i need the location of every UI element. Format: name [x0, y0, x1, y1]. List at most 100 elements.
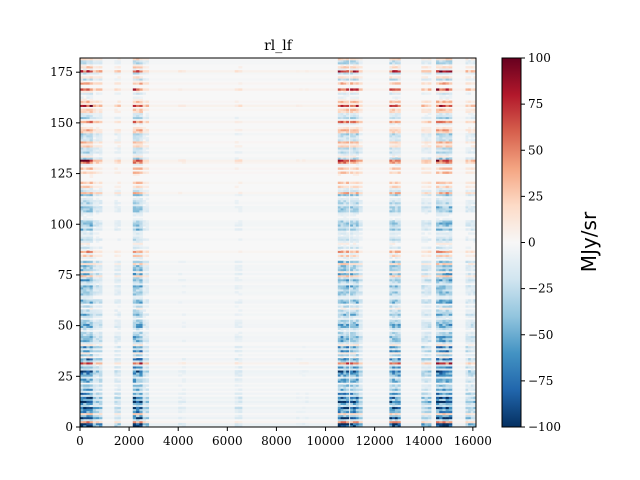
heatmap-cell: [238, 285, 243, 288]
heatmap-row-texture: [80, 285, 476, 288]
heatmap-cell: [445, 311, 450, 314]
heatmap-cell: [445, 331, 450, 335]
heatmap-cell: [343, 185, 347, 189]
heatmap-cell: [132, 392, 137, 395]
heatmap-cell: [346, 137, 350, 140]
heatmap-cell: [98, 104, 103, 107]
heatmap-cell: [350, 100, 354, 103]
heatmap-cell: [136, 325, 140, 328]
heatmap-cell: [343, 380, 347, 383]
heatmap-cell: [394, 392, 398, 395]
heatmap-cell: [352, 130, 357, 134]
heatmap-cell: [439, 319, 443, 322]
heatmap-cell: [337, 250, 341, 253]
heatmap-cell: [427, 278, 432, 282]
heatmap-cell: [355, 329, 359, 333]
heatmap-cell: [234, 104, 239, 107]
heatmap-cell: [80, 248, 84, 251]
heatmap-cell: [92, 398, 97, 401]
heatmap-cell: [340, 242, 344, 245]
heatmap-cell: [394, 240, 398, 243]
heatmap-cell: [117, 82, 121, 85]
heatmap-cell: [448, 281, 453, 284]
heatmap-cell: [421, 408, 425, 412]
heatmap-cell: [83, 276, 87, 280]
heatmap-cell: [340, 295, 344, 298]
heatmap-cell: [358, 293, 363, 296]
heatmap-cell: [145, 293, 150, 296]
heatmap-cell: [436, 408, 440, 412]
heatmap-cell: [238, 104, 243, 107]
heatmap-cell: [89, 185, 94, 189]
heatmap-cell: [98, 408, 103, 412]
heatmap-cell: [117, 384, 121, 387]
heatmap-cell: [355, 384, 359, 387]
heatmap-cell: [98, 210, 103, 213]
heatmap-cell: [436, 404, 440, 408]
heatmap-cell: [389, 268, 393, 272]
heatmap-cell: [421, 360, 425, 363]
heatmap-cell: [80, 349, 84, 353]
heatmap-cell: [83, 321, 87, 324]
heatmap-cell: [340, 309, 344, 312]
heatmap-cell: [442, 283, 446, 286]
heatmap-cell: [337, 278, 341, 282]
heatmap-cell: [92, 228, 97, 231]
heatmap-row-texture: [80, 260, 476, 264]
heatmap-cell: [92, 424, 97, 427]
heatmap-cell: [83, 220, 87, 223]
heatmap-cell: [302, 159, 306, 162]
heatmap-cell: [136, 402, 140, 405]
heatmap-cell: [114, 141, 118, 144]
heatmap-cell: [340, 285, 344, 288]
heatmap-cell: [355, 226, 359, 229]
heatmap-cell: [343, 108, 347, 112]
heatmap-cell: [136, 315, 140, 318]
heatmap-cell: [448, 260, 453, 264]
heatmap-cell: [83, 264, 87, 268]
heatmap-cell: [142, 396, 146, 399]
heatmap-cell: [424, 341, 429, 345]
heatmap-cell: [389, 252, 393, 255]
heatmap-cell: [389, 151, 393, 154]
heatmap-cell: [95, 293, 100, 296]
heatmap-cell: [136, 135, 140, 138]
heatmap-cell: [424, 126, 429, 130]
heatmap-cell: [98, 193, 103, 197]
heatmap-cell: [350, 376, 354, 379]
heatmap-cell: [392, 278, 396, 282]
heatmap-cell: [139, 76, 143, 79]
heatmap-cell: [358, 66, 363, 69]
heatmap-cell: [139, 104, 143, 107]
heatmap-cell: [343, 264, 347, 268]
heatmap-cell: [302, 370, 306, 373]
heatmap-cell: [86, 412, 90, 416]
heatmap-cell: [86, 141, 90, 144]
heatmap-cell: [343, 388, 347, 391]
heatmap-cell: [346, 400, 350, 403]
heatmap-cell: [80, 416, 84, 420]
heatmap-cell: [95, 354, 100, 357]
heatmap-cell: [136, 130, 140, 134]
heatmap-cell: [142, 392, 146, 395]
heatmap-cell: [83, 311, 87, 314]
heatmap-cell: [442, 268, 446, 272]
heatmap-cell: [346, 311, 350, 314]
heatmap-cell: [136, 90, 140, 93]
heatmap-cell: [346, 135, 350, 138]
heatmap-cell: [86, 242, 90, 245]
heatmap-cell: [427, 398, 432, 401]
heatmap-cell: [355, 189, 359, 193]
heatmap-cell: [442, 246, 446, 249]
heatmap-cell: [439, 396, 443, 399]
heatmap-cell: [139, 246, 143, 249]
heatmap-cell: [358, 313, 363, 316]
heatmap-cell: [340, 278, 344, 282]
heatmap-cell: [352, 92, 357, 95]
heatmap-cell: [350, 145, 354, 148]
heatmap-cell: [80, 325, 84, 328]
heatmap-cell: [117, 388, 121, 391]
heatmap-cell: [337, 191, 341, 195]
heatmap-cell: [86, 301, 90, 304]
heatmap-cell: [350, 331, 354, 335]
